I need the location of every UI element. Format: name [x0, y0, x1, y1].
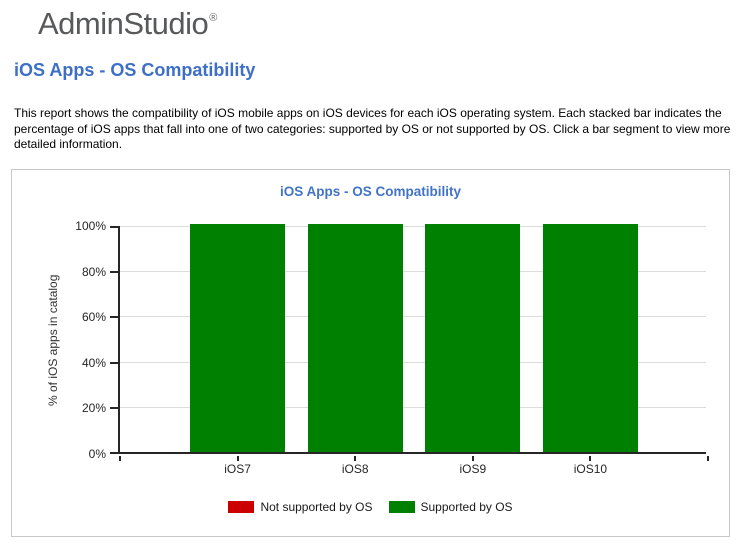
- x-axis-tick-0: [119, 456, 121, 461]
- x-axis-tick-5: [707, 456, 709, 461]
- bar-segment-ios10-supported-by-os[interactable]: [542, 224, 638, 452]
- y-axis-label-100: 100%: [75, 219, 106, 233]
- x-axis-tick-2: [354, 456, 357, 461]
- gridline-80: [120, 270, 706, 272]
- gridline-100: [120, 226, 706, 227]
- y-axis-label-60: 60%: [81, 310, 106, 325]
- gridline-20: [120, 407, 706, 409]
- bar-ios10: [542, 224, 638, 452]
- gridline-60: [120, 316, 706, 318]
- bar-ios7: [190, 224, 286, 452]
- y-axis-title: % of iOS apps in catalog: [46, 274, 60, 406]
- legend-item-supported-by-os: Supported by OS: [388, 500, 513, 514]
- y-axis-label-80: 80%: [81, 264, 106, 279]
- legend-item-not-supported-by-os: Not supported by OS: [228, 500, 373, 514]
- y-axis-tick-0: [110, 452, 118, 454]
- x-axis-tick-3: [471, 456, 474, 461]
- x-axis-tick-1: [236, 456, 239, 461]
- legend-swatch-not-supported-by-os: [228, 501, 255, 513]
- x-axis-category-ios10: iOS10: [573, 462, 608, 476]
- legend-swatch-supported-by-os: [388, 501, 415, 513]
- logo-text: AdminStudio: [38, 6, 209, 41]
- adminstudio-logo: AdminStudio®: [38, 6, 217, 42]
- y-axis-label-40: 40%: [81, 355, 106, 370]
- x-axis-category-ios7: iOS7: [224, 462, 251, 476]
- x-axis-tick-4: [589, 456, 592, 461]
- y-axis-tick-40: [110, 361, 118, 364]
- page-title: iOS Apps - OS Compatibility: [14, 60, 256, 80]
- x-axis-category-ios8: iOS8: [341, 462, 369, 476]
- report-description: This report shows the compatibility of i…: [14, 106, 731, 151]
- chart-title: iOS Apps - OS Compatibility: [279, 184, 461, 199]
- bar-segment-ios7-supported-by-os[interactable]: [190, 224, 286, 452]
- legend-label-supported-by-os: Supported by OS: [420, 500, 513, 514]
- chart-panel: iOS Apps - OS Compatibility % of iOS app…: [11, 169, 730, 537]
- y-axis-label-20: 20%: [81, 401, 106, 416]
- bar-segment-ios9-supported-by-os[interactable]: [425, 224, 521, 452]
- y-axis-tick-60: [110, 316, 118, 319]
- legend-label-not-supported-by-os: Not supported by OS: [260, 500, 373, 514]
- bar-ios9: [425, 224, 521, 452]
- y-axis-tick-100: [110, 226, 118, 228]
- chart-legend: Not supported by OS Supported by OS: [12, 500, 729, 514]
- registered-trademark-icon: ®: [209, 12, 217, 24]
- plot-area: 0% 20% 40% 60% 80% 100% iOS7 iOS8 iOS9 iOS10: [75, 219, 709, 476]
- y-axis-label-0: 0%: [88, 447, 106, 461]
- y-axis-tick-80: [110, 270, 118, 273]
- gridline-40: [120, 361, 706, 363]
- bar-ios8: [307, 224, 403, 452]
- x-axis-category-ios9: iOS9: [459, 462, 487, 476]
- bar-segment-ios8-supported-by-os[interactable]: [307, 224, 403, 452]
- y-axis-tick-20: [110, 407, 118, 410]
